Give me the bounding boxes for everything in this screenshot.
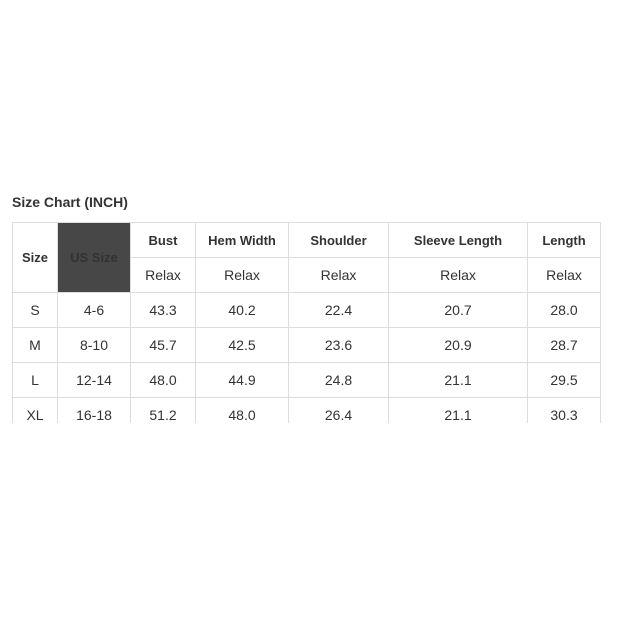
fit-cell-length: Relax: [527, 257, 601, 293]
column-header-hem-width: Hem Width: [195, 222, 289, 258]
column-header-bust: Bust: [130, 222, 196, 258]
table-row: XL 16-18 51.2 48.0 26.4 21.1 30.3: [12, 397, 601, 423]
table-row: S 4-6 43.3 40.2 22.4 20.7 28.0: [12, 292, 601, 328]
size-chart-title: Size Chart (INCH): [12, 194, 128, 210]
hem-width-value: 42.5: [195, 327, 289, 363]
length-value: 30.3: [527, 397, 601, 423]
sleeve-length-value: 21.1: [388, 397, 528, 423]
hem-width-value: 48.0: [195, 397, 289, 423]
sleeve-length-value: 21.1: [388, 362, 528, 398]
fit-cell-hem-width: Relax: [195, 257, 289, 293]
hem-width-value: 44.9: [195, 362, 289, 398]
shoulder-value: 22.4: [288, 292, 389, 328]
us-size-cell: 12-14: [57, 362, 131, 398]
bust-value: 43.3: [130, 292, 196, 328]
bust-value: 48.0: [130, 362, 196, 398]
length-value: 28.0: [527, 292, 601, 328]
shoulder-value: 24.8: [288, 362, 389, 398]
us-size-cell: 4-6: [57, 292, 131, 328]
column-header-sleeve-length: Sleeve Length: [388, 222, 528, 258]
sleeve-length-value: 20.7: [388, 292, 528, 328]
bust-value: 51.2: [130, 397, 196, 423]
us-size-cell: 16-18: [57, 397, 131, 423]
size-cell: M: [12, 327, 58, 363]
shoulder-value: 26.4: [288, 397, 389, 423]
us-size-cell: 8-10: [57, 327, 131, 363]
column-header-shoulder: Shoulder: [288, 222, 389, 258]
bust-value: 45.7: [130, 327, 196, 363]
table-row: M 8-10 45.7 42.5 23.6 20.9 28.7: [12, 327, 601, 363]
length-value: 28.7: [527, 327, 601, 363]
size-cell: L: [12, 362, 58, 398]
length-value: 29.5: [527, 362, 601, 398]
table-row: L 12-14 48.0 44.9 24.8 21.1 29.5: [12, 362, 601, 398]
column-header-length: Length: [527, 222, 601, 258]
size-cell: XL: [12, 397, 58, 423]
header-row-measures: Size US Size Bust Hem Width Shoulder Sle…: [12, 222, 601, 293]
column-header-us-size: US Size: [57, 222, 131, 293]
shoulder-value: 23.6: [288, 327, 389, 363]
size-chart-table-container: Size US Size Bust Hem Width Shoulder Sle…: [12, 222, 602, 423]
fit-cell-bust: Relax: [130, 257, 196, 293]
fit-cell-sleeve-length: Relax: [388, 257, 528, 293]
fit-cell-shoulder: Relax: [288, 257, 389, 293]
header-row-fit: Relax Relax Relax Relax Relax: [13, 257, 601, 293]
hem-width-value: 40.2: [195, 292, 289, 328]
size-cell: S: [12, 292, 58, 328]
sleeve-length-value: 20.9: [388, 327, 528, 363]
size-chart-table: Size US Size Bust Hem Width Shoulder Sle…: [12, 222, 601, 423]
column-header-size: Size: [12, 222, 58, 293]
